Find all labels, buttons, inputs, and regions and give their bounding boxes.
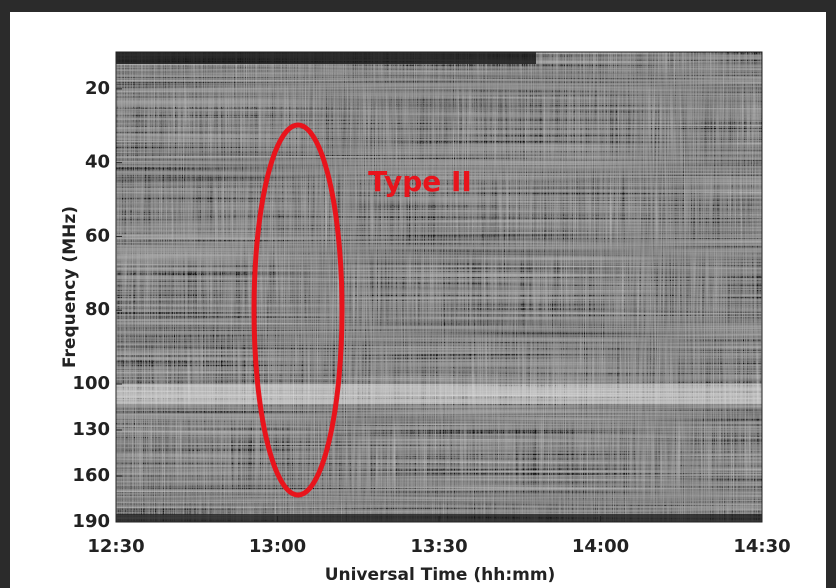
spectrogram-texture xyxy=(116,52,762,522)
x-tick-label: 13:00 xyxy=(249,536,306,557)
y-tick-label: 190 xyxy=(72,511,110,532)
y-tick-label: 100 xyxy=(72,373,110,394)
x-tick-label: 14:00 xyxy=(572,536,629,557)
y-tick-label: 60 xyxy=(85,225,110,246)
x-tick-label: 13:30 xyxy=(410,536,467,557)
y-tick-label: 40 xyxy=(85,152,110,173)
x-tick-label: 14:30 xyxy=(733,536,790,557)
x-axis-label: Universal Time (hh:mm) xyxy=(325,565,556,585)
y-tick-label: 20 xyxy=(85,78,110,99)
x-tick-label: 12:30 xyxy=(87,536,144,557)
y-tick-label: 130 xyxy=(72,419,110,440)
y-tick-label: 160 xyxy=(72,465,110,486)
annotation-text: Type II xyxy=(368,165,472,198)
y-tick-label: 80 xyxy=(85,299,110,320)
dark-band xyxy=(116,52,536,64)
y-axis-label: Frequency (MHz) xyxy=(60,206,80,368)
bright-band xyxy=(116,384,762,404)
annotation-ellipse xyxy=(251,122,345,498)
